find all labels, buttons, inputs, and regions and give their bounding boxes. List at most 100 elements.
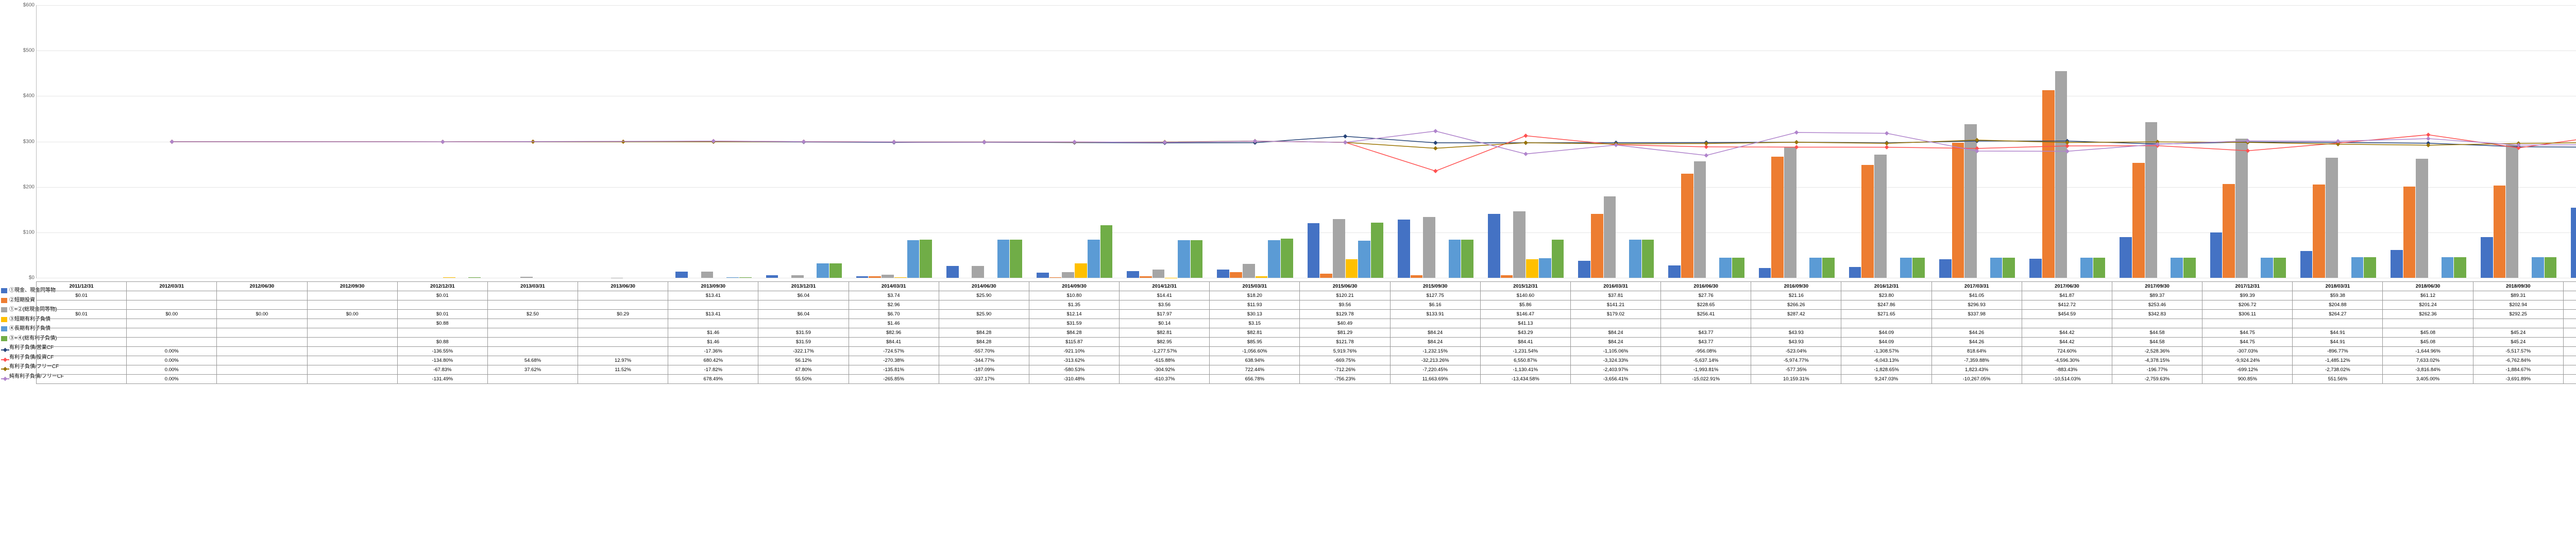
- bar: [1127, 271, 1139, 278]
- data-cell: $204.88: [2293, 300, 2383, 310]
- data-cell: -270.38%: [849, 356, 939, 365]
- bar: [2403, 187, 2416, 278]
- period-header: 2012/09/30: [307, 282, 397, 291]
- data-cell: [127, 291, 217, 300]
- y-left-tick: $0: [12, 275, 35, 281]
- data-cell: $321.20: [2563, 310, 2576, 319]
- data-cell: $30.13: [1210, 310, 1300, 319]
- data-cell: $201.24: [2383, 300, 2473, 310]
- data-cell: -32,213.26%: [1390, 356, 1480, 365]
- data-cell: $14.41: [1120, 291, 1210, 300]
- data-cell: -1,828.65%: [1841, 365, 1931, 375]
- data-cell: -3,691.89%: [2473, 375, 2563, 384]
- data-cell: -196.77%: [2112, 365, 2202, 375]
- period-header: 2015/12/31: [1480, 282, 1570, 291]
- data-cell: -3,238.14%: [2563, 375, 2576, 384]
- bar: [2300, 251, 2313, 278]
- data-cell: [217, 300, 307, 310]
- bar: [2364, 257, 2376, 278]
- data-cell: $206.72: [2202, 300, 2293, 310]
- data-cell: $306.11: [2202, 310, 2293, 319]
- bar: [726, 277, 739, 278]
- data-cell: $10.80: [1029, 291, 1119, 300]
- data-cell: $45.24: [2473, 338, 2563, 347]
- bar: [1411, 275, 1423, 278]
- data-cell: [487, 347, 578, 356]
- data-cell: [37, 365, 127, 375]
- data-cell: [487, 319, 578, 328]
- bar: [1346, 259, 1358, 278]
- data-cell: [307, 319, 397, 328]
- data-cell: 37.62%: [487, 365, 578, 375]
- data-cell: $0.01: [397, 310, 487, 319]
- bar: [2183, 258, 2196, 278]
- data-cell: $292.25: [2473, 310, 2563, 319]
- bar: [1308, 223, 1320, 278]
- data-cell: [1661, 319, 1751, 328]
- bar: [1333, 219, 1345, 278]
- bar: [1501, 275, 1513, 278]
- bar: [1849, 267, 1861, 278]
- bar: [1784, 147, 1797, 278]
- data-cell: $84.24: [1390, 328, 1480, 338]
- data-cell: $6.04: [758, 291, 849, 300]
- bar: [997, 240, 1010, 278]
- bar: [2080, 258, 2093, 278]
- data-cell: 54.68%: [487, 356, 578, 365]
- bar: [1217, 270, 1229, 278]
- data-cell: $17.97: [1120, 310, 1210, 319]
- bar: [869, 276, 881, 278]
- data-cell: $6.04: [758, 310, 849, 319]
- data-cell: [487, 375, 578, 384]
- data-cell: $40.49: [1300, 319, 1390, 328]
- bar: [1861, 165, 1874, 278]
- data-cell: -615.88%: [1120, 356, 1210, 365]
- period-header: 2014/03/31: [849, 282, 939, 291]
- data-cell: $342.83: [2112, 310, 2202, 319]
- data-cell: $84.24: [1570, 328, 1660, 338]
- data-cell: $3.15: [1210, 319, 1300, 328]
- bar: [1358, 241, 1370, 278]
- data-cell: [487, 300, 578, 310]
- data-cell: 47.80%: [758, 365, 849, 375]
- data-cell: 818.64%: [1931, 347, 2022, 356]
- period-header: 2018/12/31: [2563, 282, 2576, 291]
- data-cell: 56.12%: [758, 356, 849, 365]
- data-cell: $296.93: [1931, 300, 2022, 310]
- bar: [1681, 174, 1693, 278]
- bar: [1900, 258, 1912, 278]
- data-cell: [127, 328, 217, 338]
- period-header: 2012/03/31: [127, 282, 217, 291]
- data-cell: $133.91: [1390, 310, 1480, 319]
- data-cell: -17.82%: [668, 365, 758, 375]
- bar: [2235, 139, 2248, 278]
- data-cell: $41.87: [2022, 291, 2112, 300]
- bar: [1578, 261, 1590, 278]
- data-cell: [758, 300, 849, 310]
- period-header: 2017/09/30: [2112, 282, 2202, 291]
- bar: [1513, 211, 1526, 278]
- data-cell: $82.95: [1120, 338, 1210, 347]
- data-cell: [37, 375, 127, 384]
- data-cell: -883.43%: [2022, 365, 2112, 375]
- data-cell: [2112, 319, 2202, 328]
- data-cell: $81.29: [1300, 328, 1390, 338]
- plot: [37, 5, 2576, 278]
- period-header: 2015/03/31: [1210, 282, 1300, 291]
- bar: [856, 276, 869, 278]
- data-cell: $0.00: [127, 310, 217, 319]
- data-cell: [127, 319, 217, 328]
- data-cell: 722.44%: [1210, 365, 1300, 375]
- data-cell: [307, 328, 397, 338]
- bar: [1694, 161, 1706, 278]
- data-cell: -313.62%: [1029, 356, 1119, 365]
- data-cell: -1,644.96%: [2383, 347, 2473, 356]
- data-cell: $41.13: [1480, 319, 1570, 328]
- data-cell: $37.81: [1570, 291, 1660, 300]
- bar: [791, 275, 804, 278]
- data-cell: $9.56: [1300, 300, 1390, 310]
- data-cell: $454.59: [2022, 310, 2112, 319]
- data-cell: -712.26%: [1300, 365, 1390, 375]
- data-cell: -1,993.81%: [1661, 365, 1751, 375]
- data-cell: $12.14: [1029, 310, 1119, 319]
